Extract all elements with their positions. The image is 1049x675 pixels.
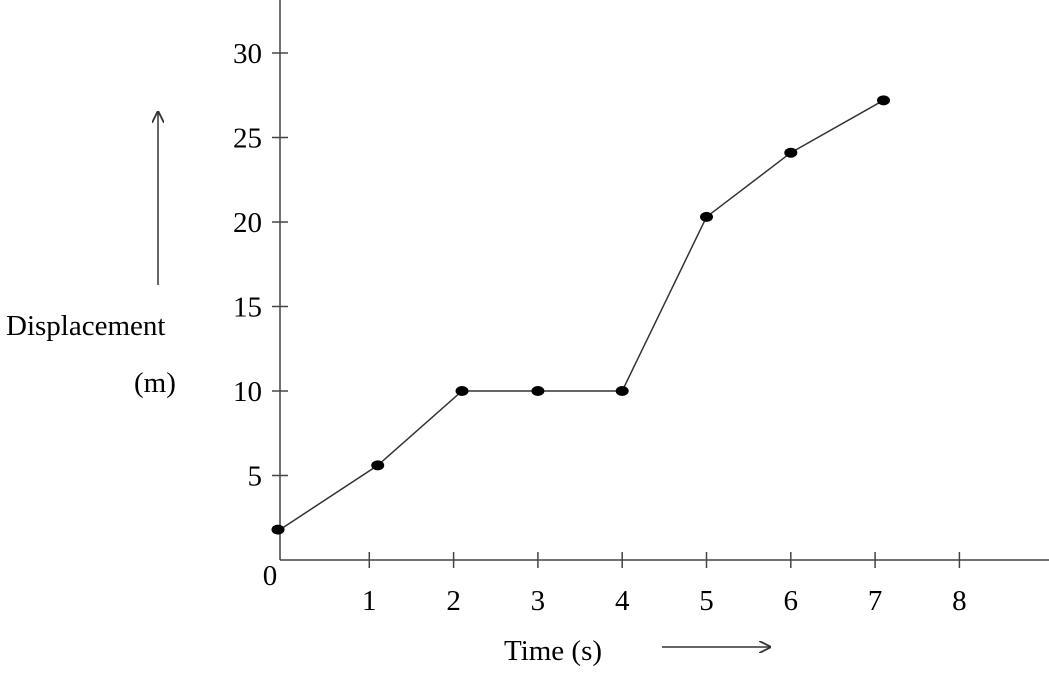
data-point xyxy=(700,211,713,222)
x-tick-label: 0 xyxy=(263,560,278,592)
x-tick-label: 1 xyxy=(362,585,377,617)
y-tick-label: 30 xyxy=(233,38,262,70)
x-axis-label: Time (s) xyxy=(504,635,602,667)
series-line xyxy=(279,99,884,531)
x-tick-label: 6 xyxy=(784,585,799,617)
x-tick-label: 2 xyxy=(446,585,461,617)
y-tick-label: 20 xyxy=(233,207,262,239)
x-tick-label: 8 xyxy=(952,585,967,617)
y-tick-label: 10 xyxy=(233,376,262,408)
y-axis-label-line1: Displacement xyxy=(6,310,165,342)
x-tick-label: 4 xyxy=(615,585,630,617)
y-tick-label: 25 xyxy=(233,123,262,155)
data-point xyxy=(271,524,285,535)
y-axis-label-line2: (m) xyxy=(134,367,176,399)
data-point xyxy=(615,386,629,396)
y-tick-label: 5 xyxy=(248,461,263,493)
x-tick-label: 3 xyxy=(531,585,546,617)
data-point xyxy=(455,386,469,396)
data-point xyxy=(877,95,891,106)
data-point xyxy=(371,460,385,471)
x-tick-label: 5 xyxy=(699,585,714,617)
x-tick-label: 7 xyxy=(868,585,883,617)
data-point xyxy=(784,147,798,158)
y-tick-label: 15 xyxy=(233,292,262,324)
data-point xyxy=(531,386,545,396)
